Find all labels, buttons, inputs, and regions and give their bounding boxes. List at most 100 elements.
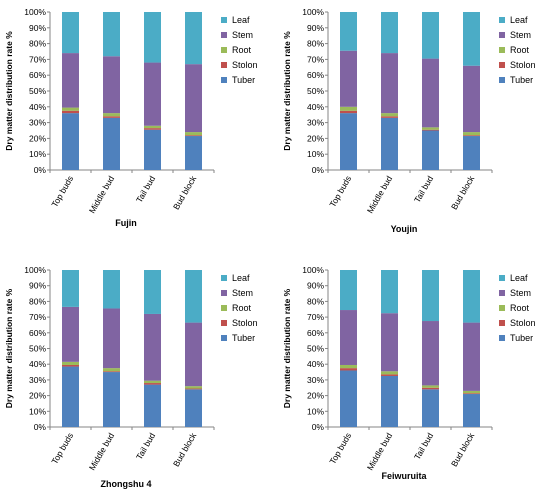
legend: Leaf Stem Root Stolon Tuber [221,273,258,343]
bar-segment-root [185,386,202,389]
bar-segment-stem [144,62,161,126]
y-tick-label: 20% [29,391,46,401]
bar-segment-stem [340,310,357,365]
legend-swatch-stolon [221,320,227,326]
bar-segment-stem [185,64,202,133]
y-tick-label: 10% [29,406,46,416]
legend-label-root: Root [510,45,530,55]
bar-segment-leaf [463,270,480,323]
legend-label-stolon: Stolon [232,60,258,70]
bar-segment-stem [62,53,79,108]
x-tick-label: Bud block [171,430,199,468]
bar-segment-leaf [463,12,480,66]
legend-swatch-stolon [221,62,227,68]
y-tick-label: 60% [307,328,324,338]
x-tick-label: Bud block [449,430,477,468]
y-tick-label: 20% [29,133,46,143]
bar-segment-tuber [381,117,398,170]
x-tick-label: Top buds [327,431,353,466]
bar-segment-stem [185,322,202,387]
legend-swatch-stem [499,32,505,38]
legend-swatch-leaf [499,275,505,281]
x-tick-label: Bud block [449,173,477,211]
bar-segment-root [185,132,202,136]
bar-segment-stolon [144,128,161,130]
legend-label-leaf: Leaf [510,273,528,283]
legend-swatch-stolon [499,62,505,68]
y-axis-title: Dry matter distribution rate % [4,288,14,408]
bar-segment-root [62,107,79,111]
bar-segment-leaf [422,12,439,59]
legend-swatch-stem [499,290,505,296]
bar-segment-root [463,132,480,136]
y-tick-label: 90% [29,281,46,291]
bar-segment-stem [103,56,120,114]
bar-segment-stolon [62,364,79,367]
chart-feiwuruita: 0% 10% 20% 30% 40% 50% 60% 70% 80% 90% 100% Top bud… [282,265,536,481]
chart-youjin: 0% 10% 20% 30% 40% 50% 60% 70% 80% 90% 100% Top bud… [282,7,536,234]
bar-segment-root [103,368,120,372]
bar-segment-root [144,125,161,129]
y-tick-label: 30% [29,375,46,385]
bar-segment-stolon [103,116,120,118]
y-tick-label: 60% [29,328,46,338]
y-tick-label: 50% [29,86,46,96]
legend-swatch-tuber [221,77,227,83]
bar-segment-stolon [103,371,120,373]
chart-title: Feiwuruita [381,471,427,481]
y-tick-label: 40% [29,359,46,369]
y-tick-label: 30% [29,118,46,128]
y-tick-label: 100% [302,7,324,17]
y-tick-label: 0% [34,165,47,175]
bar-segment-leaf [340,12,357,51]
bar-segment-stolon [144,383,161,385]
legend-label-root: Root [510,303,530,313]
y-tick-label: 80% [29,39,46,49]
bar-segment-stolon [422,129,439,131]
bar-segment-stolon [185,388,202,390]
bar-segment-tuber [185,136,202,170]
chart-zhongshu-4: 0% 10% 20% 30% 40% 50% 60% 70% 80% 90% 100% Top bud… [4,265,258,489]
bar-segment-leaf [103,12,120,57]
y-tick-label: 100% [302,265,324,275]
legend-label-root: Root [232,303,252,313]
bar-segment-leaf [144,270,161,314]
legend-swatch-stolon [499,320,505,326]
bar-segment-tuber [340,113,357,170]
bar-segment-leaf [422,270,439,322]
legend-label-tuber: Tuber [232,75,255,85]
legend-swatch-leaf [221,17,227,23]
legend-swatch-tuber [499,335,505,341]
bar-segment-stem [381,53,398,114]
legend-label-tuber: Tuber [232,333,255,343]
legend-label-stem: Stem [510,30,531,40]
y-tick-label: 70% [307,54,324,64]
legend-label-leaf: Leaf [510,15,528,25]
bar-segment-stolon [381,116,398,118]
legend-swatch-root [221,47,227,53]
bar-segment-stem [103,308,120,369]
bar-segment-leaf [62,12,79,54]
bar-segment-root [340,106,357,111]
legend-label-stem: Stem [510,288,531,298]
y-tick-label: 90% [307,281,324,291]
legend-swatch-root [221,305,227,311]
bar-segment-root [422,127,439,130]
y-tick-label: 30% [307,118,324,128]
legend: Leaf Stem Root Stolon Tuber [499,15,536,85]
bar-segment-stolon [422,387,439,390]
y-tick-label: 30% [307,375,324,385]
x-tick-label: Bud block [171,173,199,211]
y-tick-label: 10% [307,149,324,159]
x-tick-label: Tail bud [134,431,157,462]
y-axis-title: Dry matter distribution rate % [282,31,292,151]
bar-segment-stolon [185,135,202,137]
y-tick-label: 70% [29,312,46,322]
legend-swatch-stem [221,290,227,296]
bar-segment-root [62,361,79,365]
y-tick-label: 70% [307,312,324,322]
bar-segment-tuber [463,394,480,427]
legend-label-leaf: Leaf [232,273,250,283]
bar-segment-tuber [185,389,202,427]
y-tick-label: 60% [307,70,324,80]
